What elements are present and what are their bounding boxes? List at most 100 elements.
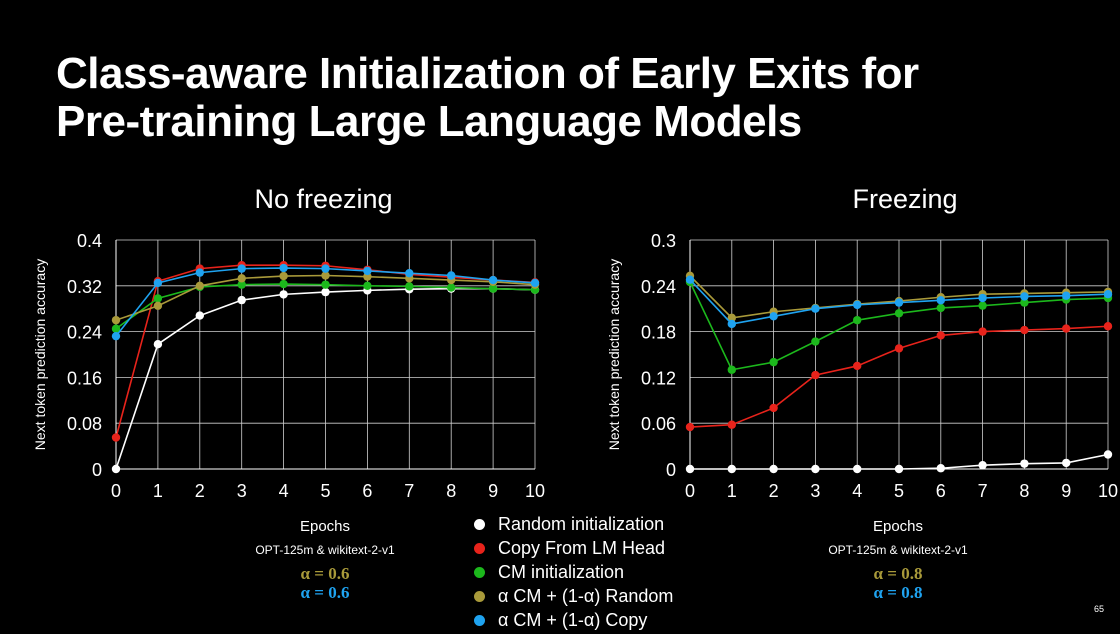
left-point-cm-3 [237, 280, 246, 289]
left-point-alpha-random-0 [111, 315, 121, 325]
right-point-alpha-copy-3 [811, 304, 820, 313]
right-point-copy-7 [978, 327, 987, 336]
right-point-copy-0 [685, 422, 695, 432]
right-point-alpha-copy-9 [1062, 291, 1071, 300]
legend: Random initialization Copy From LM Head … [474, 512, 673, 632]
right-x-tick-label-5: 5 [894, 481, 904, 501]
left-point-random-0 [111, 464, 121, 474]
legend-item-cm: CM initialization [474, 560, 673, 584]
right-x-tick-label-6: 6 [936, 481, 946, 501]
right-point-copy-6 [936, 331, 945, 340]
legend-label-random: Random initialization [498, 514, 665, 534]
left-point-alpha-copy-1 [153, 278, 163, 288]
right-x-tick-label-0: 0 [685, 481, 695, 501]
left-x-tick-label-5: 5 [320, 481, 330, 501]
left-point-random-2 [195, 311, 204, 320]
left-point-alpha-random-4 [279, 271, 288, 281]
left-y-tick-label-3: 0.24 [67, 323, 102, 343]
right-y-tick-label-3: 0.18 [641, 323, 676, 343]
left-point-cm-4 [279, 279, 288, 289]
right-point-cm-1 [727, 365, 736, 374]
right-point-alpha-copy-4 [853, 300, 862, 310]
right-y-tick-label-1: 0.06 [641, 414, 676, 434]
legend-label-cm: CM initialization [498, 562, 625, 582]
right-point-random-6 [936, 464, 945, 473]
left-y-tick-label-2: 0.16 [67, 368, 102, 388]
slide-title-line-2: Pre-training Large Language Models [56, 97, 802, 146]
right-point-cm-2 [769, 357, 778, 367]
left-point-alpha-random-5 [321, 271, 330, 280]
left-y-tick-label-5: 0.4 [77, 231, 102, 251]
left-x-tick-label-0: 0 [111, 481, 121, 501]
right-x-tick-label-7: 7 [978, 481, 988, 501]
left-point-alpha-copy-9 [488, 275, 498, 285]
right-note: OPT-125m & wikitext-2-v1 [828, 543, 968, 557]
left-y-tick-label-4: 0.32 [67, 277, 102, 297]
left-point-random-3 [237, 295, 246, 305]
left-x-tick-label-10: 10 [525, 481, 545, 501]
legend-marker-alpha-random [474, 590, 485, 602]
legend-marker-cm [474, 566, 485, 578]
left-point-alpha-copy-5 [321, 264, 330, 273]
right-point-alpha-copy-2 [769, 312, 778, 321]
right-point-cm-3 [811, 337, 820, 346]
right-xlabel: Epochs [872, 518, 924, 535]
legend-item-alpha-random: α CM + (1-α) Random [474, 584, 673, 608]
right-x-tick-label-3: 3 [810, 481, 820, 501]
left-x-tick-label-2: 2 [195, 481, 205, 501]
right-point-alpha-copy-8 [1020, 292, 1029, 301]
left-point-random-4 [279, 290, 288, 299]
right-point-random-10 [1103, 450, 1113, 459]
right-point-cm-7 [978, 301, 987, 310]
page-number: 65 [1093, 604, 1104, 614]
left-point-alpha-copy-7 [405, 269, 414, 278]
left-point-alpha-random-2 [195, 281, 204, 290]
right-x-tick-label-1: 1 [727, 481, 737, 501]
legend-item-copy: Copy From LM Head [474, 536, 673, 560]
right-y-tick-label-4: 0.24 [641, 277, 676, 297]
left-chart-title: No freezing [254, 184, 392, 214]
left-point-alpha-copy-2 [195, 268, 204, 277]
left-point-random-1 [153, 339, 163, 349]
legend-label-copy: Copy From LM Head [498, 538, 666, 558]
left-alpha-copy-label: α = 0.6 [300, 583, 350, 602]
right-point-copy-4 [853, 361, 862, 371]
right-x-tick-label-9: 9 [1061, 481, 1071, 501]
left-point-cm-1 [153, 294, 163, 303]
right-alpha-copy-label: α = 0.8 [873, 583, 923, 602]
left-y-axis-label: Next token prediction accuracy [32, 259, 48, 450]
left-x-tick-label-9: 9 [488, 481, 498, 501]
right-y-tick-label-0: 0 [666, 460, 676, 480]
left-xlabel: Epochs [299, 518, 351, 535]
left-point-alpha-random-3 [237, 274, 246, 283]
right-point-alpha-copy-6 [936, 296, 945, 305]
left-y-tick-label-0: 0 [92, 460, 102, 480]
legend-item-alpha-copy: α CM + (1-α) Copy [474, 608, 673, 632]
legend-marker-alpha-copy [474, 614, 485, 626]
right-alpha-random-label: α = 0.8 [873, 564, 923, 583]
legend-marker-copy [474, 542, 485, 554]
left-point-copy-0 [111, 433, 121, 442]
right-point-random-0 [685, 464, 695, 474]
right-point-alpha-copy-0 [685, 275, 695, 284]
right-point-copy-3 [811, 370, 820, 380]
left-x-tick-label-8: 8 [446, 481, 456, 501]
left-x-tick-label-6: 6 [362, 481, 372, 501]
left-point-cm-5 [321, 280, 330, 289]
slide-title-line-1: Class-aware Initialization of Early Exit… [56, 49, 919, 98]
right-point-cm-8 [1020, 298, 1029, 307]
left-x-tick-label-1: 1 [153, 481, 163, 501]
left-point-alpha-copy-8 [447, 271, 456, 280]
slide-title: Class-aware Initialization of Early Exit… [56, 50, 919, 146]
right-point-random-9 [1062, 458, 1071, 468]
left-point-random-5 [321, 287, 330, 297]
right-point-copy-9 [1062, 324, 1071, 333]
left-note: OPT-125m & wikitext-2-v1 [255, 543, 395, 557]
left-point-alpha-random-1 [153, 301, 163, 311]
left-point-alpha-copy-10 [530, 278, 540, 288]
left-point-alpha-copy-4 [279, 263, 288, 273]
right-y-tick-label-5: 0.3 [651, 231, 676, 251]
right-point-random-5 [894, 464, 904, 474]
legend-label-alpha-copy: α CM + (1-α) Copy [498, 610, 648, 630]
left-point-cm-8 [447, 283, 456, 292]
